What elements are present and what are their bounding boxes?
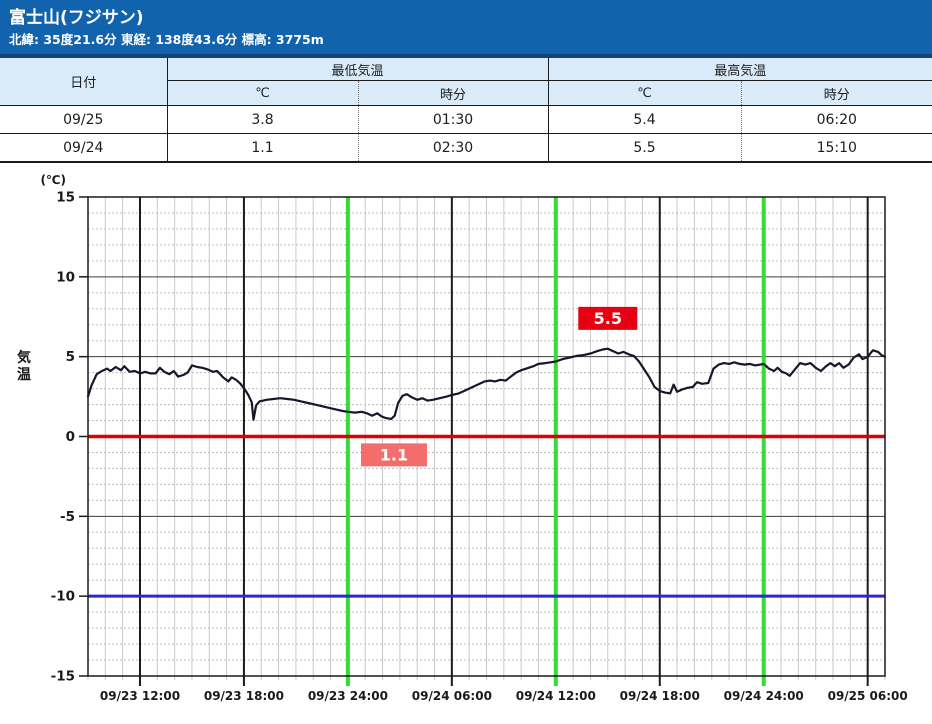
max-value-label: 5.5 (594, 309, 622, 328)
table-row: 09/25 3.8 01:30 5.4 06:20 (0, 105, 932, 134)
x-tick-label: 09/24 18:00 (620, 689, 700, 703)
station-coordinates: 北緯: 35度21.6分 東経: 138度43.6分 標高: 3775m (9, 32, 324, 47)
station-name: 富士山(フジサン) (9, 8, 144, 28)
y-tick-label: -5 (60, 509, 75, 525)
min-value-label-box (360, 443, 427, 467)
x-tick-label: 09/24 12:00 (516, 689, 596, 703)
cell-min-time: 02:30 (357, 133, 549, 162)
temperature-chart-section: 15 10 5 0 -5 -10 -15 09/23 12:00 09/23 18:00 09/2… (0, 170, 932, 724)
y-tick-label: 15 (56, 190, 75, 206)
minmax-table: 日付 最低気温 最高気温 ℃ 時分 ℃ 時分 09/25 3.8 01:30 5… (0, 58, 932, 163)
max-value-label-box (578, 306, 638, 330)
x-tick-label: 09/23 18:00 (204, 689, 284, 703)
col-header-max-celsius: ℃ (547, 80, 742, 106)
cell-date: 09/24 (0, 133, 167, 162)
y-tick-label: 5 (66, 349, 75, 365)
cell-min-temp: 1.1 (166, 133, 358, 162)
cell-date: 09/25 (0, 105, 167, 134)
x-tick-label: 09/25 06:00 (828, 689, 908, 703)
y-tick-label: 10 (56, 269, 75, 285)
temperature-series (86, 347, 887, 421)
y-axis-title: 温 (17, 367, 31, 383)
y-axis-unit-label: (℃) (41, 173, 67, 187)
cell-max-temp: 5.5 (547, 133, 742, 162)
table-row: 09/24 1.1 02:30 5.5 15:10 (0, 133, 932, 162)
cell-max-time: 06:20 (740, 105, 932, 134)
col-header-date: 日付 (0, 58, 167, 106)
y-tick-label: -10 (51, 589, 75, 605)
station-header: 富士山(フジサン) 北緯: 35度21.6分 東経: 138度43.6分 標高:… (0, 0, 932, 58)
min-value-label: 1.1 (380, 445, 408, 464)
temperature-chart: 15 10 5 0 -5 -10 -15 09/23 12:00 09/23 18:00 09/2… (17, 173, 908, 703)
x-tick-label: 09/24 24:00 (724, 689, 804, 703)
col-header-min-time: 時分 (357, 80, 549, 106)
col-group-min-temp: 最低気温 (166, 58, 549, 81)
col-header-max-time: 時分 (740, 80, 932, 106)
x-tick-label: 09/23 24:00 (308, 689, 388, 703)
y-tick-label: -15 (51, 669, 75, 685)
x-tick-label: 09/24 06:00 (412, 689, 492, 703)
x-tick-label: 09/23 12:00 (100, 689, 180, 703)
col-group-max-temp: 最高気温 (547, 58, 932, 81)
cell-min-temp: 3.8 (166, 105, 358, 134)
col-header-min-celsius: ℃ (166, 80, 358, 106)
cell-max-temp: 5.4 (547, 105, 742, 134)
y-tick-label: 0 (66, 429, 75, 445)
cell-max-time: 15:10 (740, 133, 932, 162)
y-axis-title: 気 (17, 349, 31, 366)
cell-min-time: 01:30 (357, 105, 549, 134)
